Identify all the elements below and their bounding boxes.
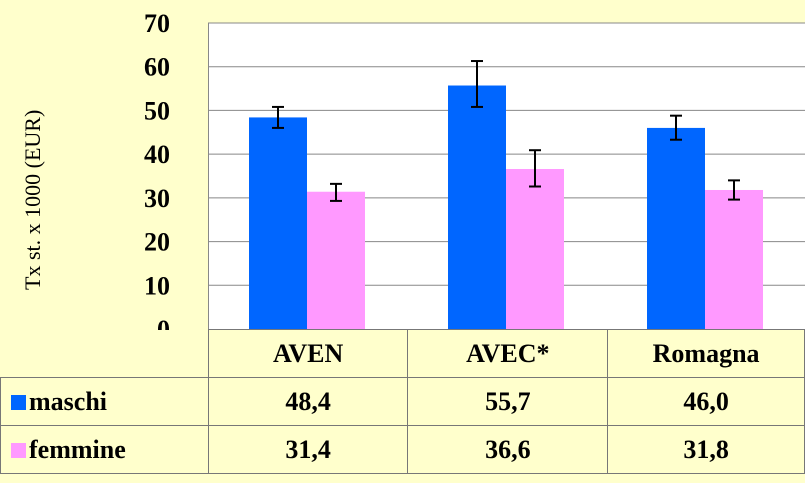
data-label: 55,7 — [407, 377, 609, 426]
error-bar — [471, 60, 483, 108]
data-label: 46,0 — [607, 377, 805, 426]
series-row-femmine: femmine 31,4 36,6 31,8 — [0, 425, 805, 474]
error-bar — [330, 182, 342, 202]
data-label: 31,4 — [207, 425, 409, 474]
error-bars — [272, 60, 740, 202]
y-tick-label: 70 — [144, 9, 170, 38]
bars — [249, 85, 763, 330]
bar-maschi-1 — [448, 85, 506, 329]
table-corner — [0, 329, 209, 378]
y-tick-label: 40 — [144, 140, 170, 169]
data-label: 48,4 — [207, 377, 409, 426]
bar-maschi-2 — [647, 127, 705, 330]
y-tick-label: 60 — [144, 53, 170, 82]
data-table: AVEN AVEC* Romagna maschi 48,4 55,7 46,0… — [0, 329, 805, 474]
y-axis-ticks: 0 10 20 30 40 50 60 70 — [144, 9, 170, 330]
bar-femmine-1 — [506, 169, 564, 329]
series-row-maschi: maschi 48,4 55,7 46,0 — [0, 377, 805, 426]
category-label: AVEN — [207, 329, 409, 378]
error-bar — [728, 179, 740, 201]
error-bar — [529, 149, 541, 188]
y-tick-label: 30 — [144, 184, 170, 213]
y-tick-label: 10 — [144, 271, 170, 300]
legend-entry-femmine: femmine — [0, 425, 209, 474]
category-label: Romagna — [607, 329, 805, 378]
y-tick-label: 0 — [157, 315, 170, 330]
category-row: AVEN AVEC* Romagna — [0, 329, 805, 378]
bar-maschi-0 — [249, 117, 307, 330]
data-label: 36,6 — [407, 425, 609, 474]
y-axis-label: Tx st. x 1000 (EUR) — [20, 109, 45, 290]
chart-area: 0 10 20 30 40 50 60 70 — [144, 9, 805, 330]
error-bar — [272, 105, 284, 129]
legend-label: femmine — [29, 434, 126, 464]
bar-femmine-0 — [307, 191, 365, 329]
bar-femmine-2 — [705, 189, 763, 329]
legend-label: maschi — [29, 386, 107, 416]
y-tick-label: 50 — [144, 96, 170, 125]
legend-swatch-icon — [11, 394, 26, 410]
category-label: AVEC* — [407, 329, 609, 378]
error-bar — [670, 114, 682, 141]
y-tick-label: 20 — [144, 228, 170, 257]
legend-entry-maschi: maschi — [0, 377, 209, 426]
data-label: 31,8 — [607, 425, 805, 474]
legend-swatch-icon — [11, 442, 26, 458]
